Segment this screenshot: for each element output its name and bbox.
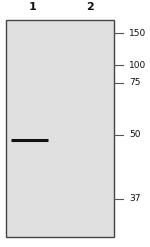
Text: 75: 75 [129,78,141,87]
Text: 37: 37 [129,194,141,203]
Text: 100: 100 [129,61,146,70]
Text: 1: 1 [29,2,37,12]
Text: 150: 150 [129,29,146,38]
Text: 50: 50 [129,130,141,139]
Text: 2: 2 [86,2,94,12]
Bar [6,20,114,237]
